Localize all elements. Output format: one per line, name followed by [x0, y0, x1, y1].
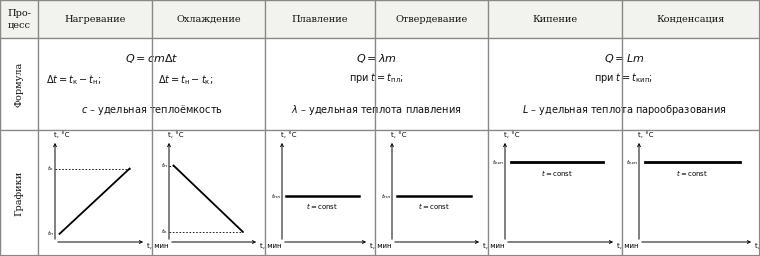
Text: t, °С: t, °С [504, 131, 520, 138]
Bar [375, 0, 488, 38]
Bar [488, 0, 622, 38]
Bar [0, 130, 38, 256]
Bar [38, 0, 152, 38]
Text: $t_{\rm к}$: $t_{\rm к}$ [161, 227, 168, 236]
Bar [152, 130, 265, 256]
Text: t, мин: t, мин [755, 243, 760, 249]
Text: Плавление: Плавление [292, 15, 348, 24]
Text: $L$ – удельная теплота парообразования: $L$ – удельная теплота парообразования [521, 103, 727, 117]
Bar [0, 38, 38, 130]
Bar [488, 0, 622, 38]
Text: $t_{\rm к}$: $t_{\rm к}$ [47, 164, 54, 173]
Text: $c$ – удельная теплоёмкость: $c$ – удельная теплоёмкость [81, 103, 223, 117]
Bar [265, 38, 375, 130]
Bar [488, 38, 622, 130]
Bar [0, 0, 38, 38]
Text: Нагревание: Нагревание [65, 15, 125, 24]
Text: t, °С: t, °С [168, 131, 183, 138]
Bar [38, 130, 152, 256]
Bar [265, 0, 375, 38]
Bar [0, 0, 38, 38]
Text: t, мин: t, мин [483, 243, 505, 249]
Bar [152, 0, 265, 38]
Text: t, мин: t, мин [617, 243, 638, 249]
Bar [375, 38, 488, 130]
Text: Кипение: Кипение [533, 15, 578, 24]
Text: $t_{\rm н}$: $t_{\rm н}$ [47, 229, 54, 238]
Bar [375, 38, 488, 130]
Bar [488, 38, 622, 130]
Bar [265, 130, 375, 256]
Bar [622, 38, 760, 130]
Text: $t_{\rm пл}$: $t_{\rm пл}$ [382, 192, 391, 200]
Text: Охлаждение: Охлаждение [176, 15, 241, 24]
Bar [622, 0, 760, 38]
Bar [0, 38, 38, 130]
Bar [38, 0, 152, 38]
Text: t, °С: t, °С [391, 131, 407, 138]
Text: Формула: Формула [14, 61, 24, 107]
Text: при $t = t_{\rm кип};$: при $t = t_{\rm кип};$ [594, 71, 654, 84]
Bar [375, 130, 488, 256]
Text: $t_{\rm н}$: $t_{\rm н}$ [161, 161, 168, 170]
Bar [265, 0, 375, 38]
Text: t, °С: t, °С [54, 131, 69, 138]
Text: при $t = t_{\rm пл};$: при $t = t_{\rm пл};$ [349, 71, 404, 84]
Bar [152, 0, 265, 38]
Text: $t = {\rm const}$: $t = {\rm const}$ [306, 201, 338, 211]
Text: Конденсация: Конденсация [657, 15, 725, 24]
Bar [152, 38, 265, 130]
Bar [152, 130, 265, 256]
Bar [0, 130, 38, 256]
Bar [622, 130, 760, 256]
Text: Про-
цесс: Про- цесс [7, 9, 31, 29]
Text: $t_{\rm пл}$: $t_{\rm пл}$ [271, 192, 281, 200]
Text: $t_{\rm кип}$: $t_{\rm кип}$ [492, 158, 504, 167]
Bar [375, 130, 488, 256]
Text: t, мин: t, мин [147, 243, 169, 249]
Bar [152, 38, 265, 130]
Bar [488, 130, 622, 256]
Text: $t = {\rm const}$: $t = {\rm const}$ [540, 168, 573, 178]
Text: Графики: Графики [14, 170, 24, 216]
Bar [38, 38, 152, 130]
Bar [265, 130, 375, 256]
Text: $\Delta t = t_{\rm к} - t_{\rm н};$: $\Delta t = t_{\rm к} - t_{\rm н};$ [46, 73, 101, 87]
Bar [622, 38, 760, 130]
Bar [488, 130, 622, 256]
Text: $Q = \lambda m$: $Q = \lambda m$ [356, 52, 397, 65]
Bar [622, 0, 760, 38]
Bar [265, 38, 375, 130]
Text: t, °С: t, °С [281, 131, 296, 138]
Text: $\Delta t = t_{\rm н} - t_{\rm к};$: $\Delta t = t_{\rm н} - t_{\rm к};$ [158, 73, 214, 87]
Text: t, °С: t, °С [638, 131, 654, 138]
Text: t, мин: t, мин [370, 243, 391, 249]
Text: t, мин: t, мин [260, 243, 281, 249]
Text: $t = {\rm const}$: $t = {\rm const}$ [676, 168, 708, 178]
Text: $Q = cm\Delta t$: $Q = cm\Delta t$ [125, 52, 179, 65]
Text: $Q = Lm$: $Q = Lm$ [603, 52, 644, 65]
Text: $t_{\rm кип}$: $t_{\rm кип}$ [625, 158, 638, 167]
Bar [622, 130, 760, 256]
Bar [38, 38, 152, 130]
Bar [375, 0, 488, 38]
Bar [38, 130, 152, 256]
Text: $t = {\rm const}$: $t = {\rm const}$ [418, 201, 450, 211]
Text: $\lambda$ – удельная теплота плавления: $\lambda$ – удельная теплота плавления [291, 103, 461, 117]
Text: Отвердевание: Отвердевание [395, 15, 467, 24]
